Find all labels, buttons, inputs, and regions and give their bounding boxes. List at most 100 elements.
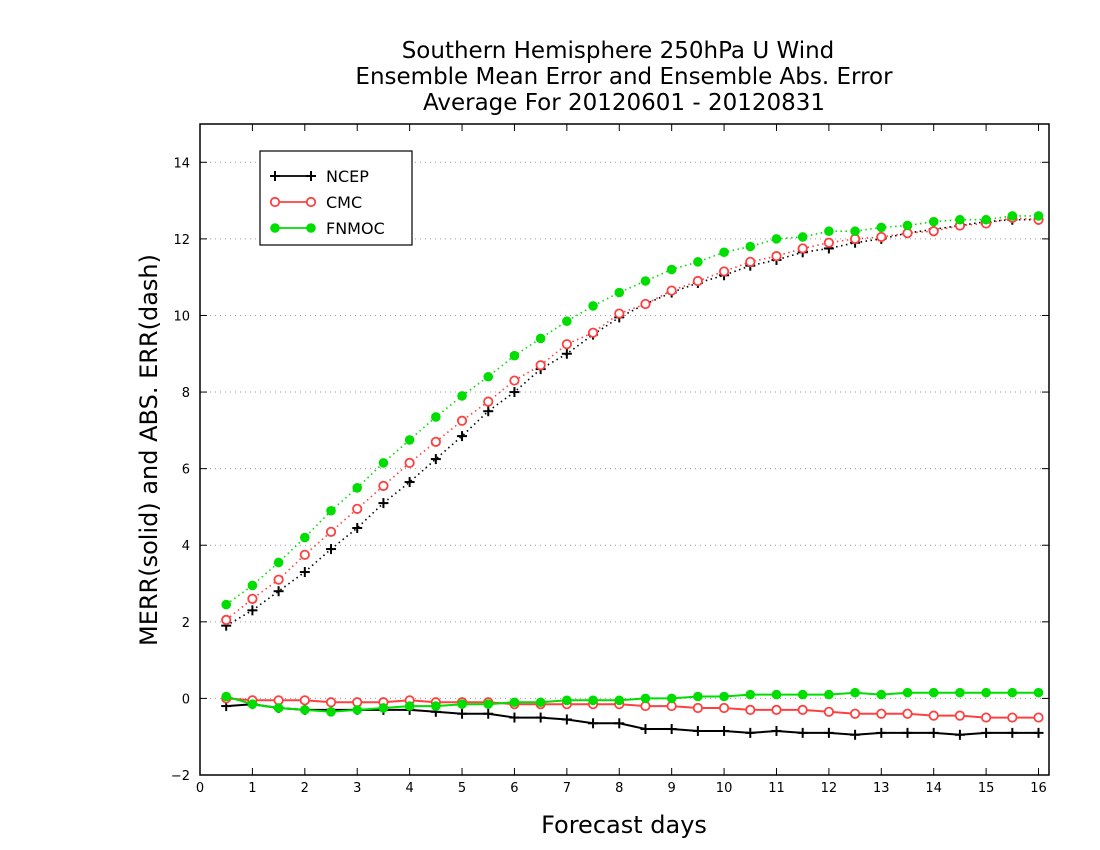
x-tick-label: 11: [768, 781, 785, 796]
y-axis: −2 0 2 4 6 8 10 12 14: [171, 156, 1049, 784]
x-tick-label: 13: [873, 781, 890, 796]
legend-item-ncep: NCEP: [270, 167, 369, 186]
ncep-abs-err-point: [430, 454, 441, 465]
fnmoc-mean-err-point: [928, 687, 939, 698]
legend-marker-ncep-left: [270, 171, 280, 181]
cmc-abs-err-point: [614, 308, 625, 319]
legend-marker-cmc-right: [305, 196, 317, 208]
y-tick-label: 12: [173, 233, 190, 248]
fnmoc-abs-err-point: [955, 214, 965, 225]
x-tick-label: 9: [668, 781, 676, 796]
legend-marker-cmc-left: [269, 196, 281, 208]
cmc-abs-err-point: [273, 574, 284, 585]
cmc-mean-err-point: [928, 710, 939, 721]
cmc-abs-err-point: [928, 226, 939, 237]
cmc-mean-err-point: [718, 702, 730, 714]
fnmoc-abs-err-point: [326, 505, 336, 516]
series-fnmoc: [221, 211, 1044, 717]
fnmoc-mean-err-point: [850, 687, 860, 698]
cmc-abs-err-point: [325, 526, 337, 537]
legend-marker-fnmoc-right: [306, 223, 316, 233]
ncep-mean-err-point: [1033, 727, 1044, 738]
x-axis-label: Forecast days: [541, 811, 707, 839]
fnmoc-mean-err-point: [955, 687, 965, 698]
x-tick-label: 8: [615, 781, 623, 796]
fnmoc-mean-err-point: [771, 689, 782, 700]
legend-item-fnmoc: FNMOC: [270, 219, 385, 238]
cmc-abs-err-point: [483, 396, 494, 407]
fnmoc-abs-err-point: [902, 220, 913, 231]
x-tick-label: 10: [716, 781, 733, 796]
fnmoc-abs-err-line: [225, 215, 1039, 606]
fnmoc-mean-err-point: [640, 693, 651, 704]
cmc-mean-err-point: [1007, 712, 1018, 723]
ncep-mean-err-point: [483, 708, 494, 719]
fnmoc-mean-err-point: [300, 705, 310, 715]
legend: NCEP CMC FNMOC: [259, 150, 413, 246]
fnmoc-mean-err-point: [273, 703, 284, 713]
fnmoc-abs-err-point: [535, 333, 546, 344]
ncep-mean-err-point: [902, 727, 913, 738]
x-tick-label: 4: [405, 781, 413, 796]
cmc-abs-err-point: [771, 251, 782, 262]
ncep-mean-err-point: [797, 727, 808, 738]
ncep-abs-err-point: [299, 567, 310, 578]
cmc-mean-err-point: [325, 697, 337, 708]
fnmoc-mean-err-point: [666, 693, 677, 704]
cmc-mean-err-point: [1033, 712, 1044, 723]
fnmoc-mean-err-point: [431, 701, 441, 711]
fnmoc-mean-err-point: [562, 695, 572, 706]
cmc-abs-err-point: [823, 237, 834, 248]
fnmoc-abs-err-point: [850, 226, 860, 237]
cmc-abs-err-point: [561, 339, 572, 350]
ncep-abs-err-line: [225, 218, 1039, 627]
ncep-mean-err-point: [640, 724, 651, 735]
fnmoc-abs-err-point: [824, 226, 834, 237]
x-tick-label: 7: [563, 781, 571, 796]
fnmoc-abs-err-point: [1007, 211, 1018, 221]
fnmoc-abs-err-point: [981, 214, 991, 225]
cmc-abs-err-point: [299, 549, 310, 560]
ncep-mean-err-point: [588, 718, 599, 729]
ncep-abs-err-point: [483, 406, 494, 417]
y-tick-label: 14: [173, 156, 190, 171]
legend-item-cmc: CMC: [269, 193, 362, 212]
x-tick-label: 2: [301, 781, 309, 796]
cmc-abs-err-point: [221, 614, 232, 626]
ncep-mean-err-point: [850, 729, 861, 740]
fnmoc-mean-err-point: [876, 689, 887, 700]
y-tick-label: 6: [182, 463, 190, 478]
cmc-abs-err-point: [587, 327, 599, 338]
fnmoc-abs-err-point: [562, 316, 572, 327]
ncep-mean-err-point: [509, 712, 520, 723]
ncep-abs-err-point: [509, 387, 520, 398]
x-tick-label: 12: [821, 781, 838, 796]
fnmoc-abs-err-point: [404, 435, 415, 445]
ncep-mean-err-point: [771, 725, 782, 736]
legend-marker-fnmoc-left: [270, 223, 280, 233]
fnmoc-abs-err-point: [273, 557, 284, 568]
chart-title: Southern Hemisphere 250hPa U Wind Ensemb…: [355, 38, 893, 116]
ncep-mean-err-point: [876, 727, 887, 738]
cmc-abs-err-point: [352, 503, 363, 514]
ncep-mean-err-line: [226, 703, 1039, 736]
y-tick-label: −2: [171, 769, 190, 784]
ncep-abs-err-point: [352, 523, 363, 534]
ncep-abs-err-point: [326, 544, 337, 555]
ncep-mean-err-point: [561, 714, 572, 725]
x-tick-label: 15: [978, 781, 995, 796]
y-axis-label: MERR(solid) and ABS. ERR(dash): [135, 254, 163, 646]
fnmoc-mean-err-point: [614, 695, 625, 706]
fnmoc-mean-err-point: [326, 707, 336, 717]
y-tick-label: 4: [182, 539, 190, 554]
y-tick-label: 0: [182, 692, 190, 707]
fnmoc-mean-err-point: [902, 687, 913, 698]
cmc-abs-err-point: [509, 375, 520, 386]
x-tick-label: 16: [1030, 781, 1047, 796]
fnmoc-abs-err-point: [300, 532, 310, 543]
fnmoc-mean-err-point: [247, 699, 258, 709]
ncep-mean-err-point: [666, 724, 677, 735]
ncep-abs-err-point: [561, 348, 572, 359]
fnmoc-abs-err-point: [588, 301, 598, 311]
